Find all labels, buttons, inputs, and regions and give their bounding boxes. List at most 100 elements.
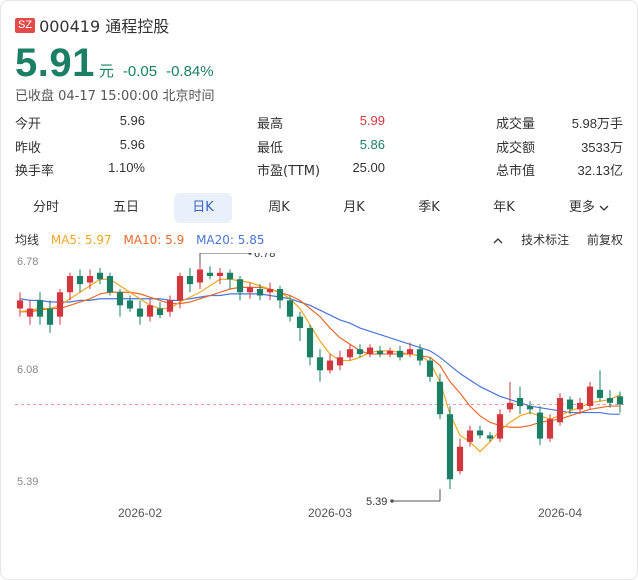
candle-body: [66, 276, 74, 293]
stat-value-low: 5.86: [359, 137, 385, 152]
chevron-down-icon: [599, 200, 609, 215]
x-tick-label: 2026-03: [308, 506, 352, 520]
candle-body: [546, 419, 554, 439]
candle-body: [36, 300, 44, 317]
candle-body: [586, 386, 594, 407]
tab-quarterly-k[interactable]: 季K: [418, 200, 440, 215]
high-marker-label: 6.78: [254, 253, 275, 260]
technical-marks-toggle[interactable]: 技术标注: [479, 233, 573, 247]
tab-five-day[interactable]: 五日: [112, 200, 139, 215]
stat-label-prev-close: 昨收: [15, 141, 42, 156]
candle-body: [416, 349, 424, 361]
candle-body: [136, 308, 144, 317]
candle-body: [396, 350, 404, 358]
candle-body: [166, 300, 174, 312]
candle-body: [346, 349, 354, 358]
y-tick-label: 6.78: [17, 256, 38, 268]
stat-label-high: 最高: [257, 117, 284, 132]
ma-legend-label: 均线: [15, 233, 40, 247]
price-unit: 元: [98, 62, 114, 80]
candle-body: [16, 300, 24, 309]
candle-body: [476, 430, 484, 436]
candle-body: [466, 430, 474, 442]
candle-body: [446, 414, 454, 480]
stat-value-pe: 25.00: [352, 160, 385, 175]
candle-body: [376, 350, 384, 355]
stat-label-open: 今开: [15, 117, 42, 132]
candle-body: [576, 402, 584, 410]
candle-body: [596, 389, 604, 398]
tab-more[interactable]: 更多: [554, 193, 624, 223]
candle-body: [526, 406, 534, 410]
candle-body: [276, 289, 284, 301]
tab-intraday[interactable]: 分时: [32, 200, 59, 215]
stat-label-turnover: 换手率: [15, 164, 55, 179]
candle-body: [316, 357, 324, 371]
candle-body: [286, 300, 294, 317]
stat-value-amount: 3533万: [581, 140, 623, 155]
candle-body: [456, 446, 464, 472]
price-change: -0.05: [122, 63, 158, 80]
technical-marks-label: 技术标注: [521, 233, 570, 247]
candle-body: [226, 272, 234, 280]
ma20-value: MA20: 5.85: [196, 233, 265, 247]
adjust-mode-button[interactable]: 前复权: [586, 233, 623, 247]
candle-body: [156, 308, 164, 316]
candle-body: [46, 308, 54, 325]
stat-label-pe: 市盈(TTM): [257, 164, 321, 179]
candle-body: [436, 381, 444, 415]
candle-body: [96, 272, 104, 280]
tab-monthly-k[interactable]: 月K: [343, 200, 365, 215]
chevron-icon: [493, 233, 503, 247]
low-marker-label: 5.39: [366, 496, 387, 508]
candle-body: [146, 305, 154, 317]
candle-body: [326, 360, 334, 371]
ma5-line: [19, 278, 621, 453]
low-marker-dot: [390, 499, 394, 503]
candlestick-chart[interactable]: 6.78 6.08 5.39 6.78 5.39 2026-02 2026-03 2026-0…: [15, 253, 625, 525]
candle-body: [246, 287, 254, 293]
stat-label-volume: 成交量: [496, 117, 536, 132]
tab-weekly-k[interactable]: 周K: [268, 200, 290, 215]
stat-value-prev-close: 5.96: [119, 137, 145, 152]
candle-body: [86, 276, 94, 283]
stat-label-market-cap: 总市值: [496, 164, 536, 179]
y-tick-label: 6.08: [17, 364, 38, 376]
candle-body: [556, 397, 564, 423]
tab-more-label: 更多: [568, 200, 595, 215]
candle-body: [486, 435, 494, 439]
candle-body: [616, 396, 624, 405]
candle-body: [426, 360, 434, 377]
candle-body: [606, 397, 614, 403]
candle-body: [186, 276, 194, 285]
high-marker-dot: [248, 253, 252, 255]
stat-value-volume: 5.98万手: [571, 116, 623, 131]
y-tick-label: 5.39: [17, 476, 38, 488]
candle-body: [516, 397, 524, 407]
candle-body: [356, 349, 364, 355]
chart-tools: 技术标注 前复权: [465, 231, 623, 248]
candle-body: [336, 357, 344, 366]
candle-body: [196, 269, 204, 283]
candle-body: [216, 272, 224, 277]
candle-body: [206, 272, 214, 277]
candle-body: [116, 292, 124, 306]
candle-body: [296, 316, 304, 329]
candle-body: [76, 276, 84, 285]
candle-body: [306, 328, 314, 358]
stat-value-turnover: 1.10%: [108, 160, 145, 175]
x-tick-label: 2026-02: [118, 506, 162, 520]
candle-body: [256, 289, 264, 296]
tab-yearly-k[interactable]: 年K: [493, 200, 515, 215]
ma-legend: 均线 MA5: 5.97 MA10: 5.9 MA20: 5.85: [15, 231, 272, 248]
stat-label-amount: 成交额: [496, 141, 536, 156]
tab-daily-k[interactable]: 日K: [174, 193, 232, 223]
price-change-pct: -0.84%: [166, 63, 214, 80]
candle-body: [506, 402, 514, 410]
candle-body: [126, 300, 134, 309]
stat-value-market-cap: 32.13亿: [577, 163, 623, 178]
quote-header: SZ 000419 通程控股: [15, 13, 169, 37]
stat-value-open: 5.96: [119, 113, 145, 128]
stats-grid: 今开 5.96 昨收 5.96 换手率 1.10% 最高 5.99 最低 5.8…: [15, 113, 625, 183]
candle-body: [26, 308, 34, 317]
